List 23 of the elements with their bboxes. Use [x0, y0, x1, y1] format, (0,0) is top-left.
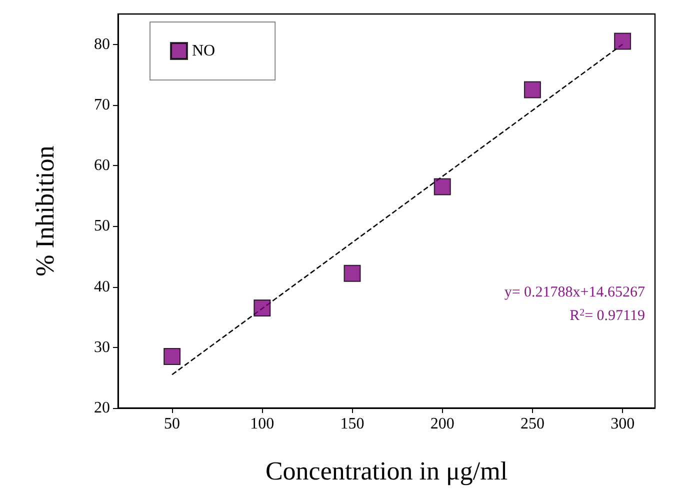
- point: [524, 81, 541, 98]
- point: [164, 348, 181, 365]
- y-tick-label: 30: [94, 338, 110, 356]
- point: [434, 178, 451, 196]
- point: [344, 264, 361, 282]
- y-tick-label: 80: [94, 36, 110, 53]
- annotation: y= 0.21788x+14.65267: [504, 284, 646, 300]
- legend-label: NO: [192, 42, 216, 60]
- x-tick-label: 150: [340, 416, 364, 432]
- x-tick-label: 100: [250, 416, 274, 432]
- y-tick-label: 50: [94, 218, 110, 235]
- x-tick-label: 300: [610, 416, 635, 432]
- y-axis-title: % Inhibition: [30, 146, 60, 276]
- y-tick-label: 70: [94, 96, 110, 114]
- y-tick-label: 60: [94, 157, 110, 174]
- y-tick-label: 20: [94, 400, 110, 416]
- y-tick-label: 40: [94, 278, 110, 296]
- point: [254, 299, 271, 316]
- x-tick-label: 50: [164, 416, 180, 432]
- x-tick-label: 200: [430, 416, 454, 432]
- x-tick-label: 250: [520, 416, 544, 432]
- point: [614, 32, 632, 50]
- x-axis-title: Concentration in μg/ml: [265, 456, 508, 486]
